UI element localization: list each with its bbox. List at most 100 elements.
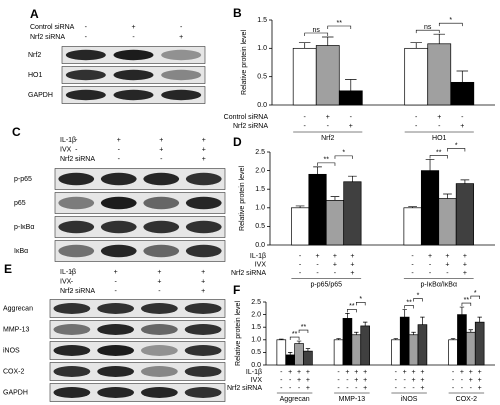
panel-letter: A: [30, 7, 39, 21]
condition-sign: +: [201, 278, 205, 285]
blot-band: [53, 303, 91, 314]
significance-label: **: [436, 149, 442, 156]
band-label: IκBα: [14, 248, 28, 255]
panel-letter: E: [4, 262, 12, 276]
condition-sign: +: [350, 261, 354, 268]
y-tick-label: 0.0: [255, 242, 265, 249]
condition-sign: -: [180, 24, 183, 31]
condition-sign: +: [363, 369, 367, 376]
error-bar: [420, 316, 425, 325]
significance-bracket: [356, 302, 366, 306]
condition-sign: -: [412, 385, 415, 392]
blot-band: [143, 220, 180, 234]
blot-band: [58, 244, 95, 258]
error-bar: [408, 206, 417, 208]
error-bar: [425, 159, 435, 171]
blot-band: [143, 244, 180, 258]
significance-bracket: [334, 155, 353, 159]
condition-sign: +: [297, 369, 301, 376]
condition-sign: -: [452, 377, 455, 384]
blot-band: [53, 366, 91, 377]
bar: [338, 90, 363, 106]
bar: [408, 334, 419, 366]
error-bar: [330, 196, 340, 201]
significance-label: *: [417, 292, 420, 299]
y-tick-label: 0.5: [251, 349, 261, 356]
significance-bracket: [304, 32, 329, 36]
condition-sign: -: [299, 261, 302, 268]
blot-band: [58, 172, 95, 186]
blot-band: [100, 220, 137, 234]
condition-sign: +: [463, 261, 467, 268]
significance-bracket: [429, 155, 448, 159]
condition-sign: -: [415, 114, 418, 121]
condition-sign: -: [299, 270, 302, 277]
condition-sign: +: [478, 377, 482, 384]
y-tick-label: 0.0: [251, 362, 261, 369]
significance-label: *: [342, 150, 345, 157]
error-bar: [450, 338, 456, 340]
significance-bracket: [461, 302, 472, 307]
blot-band: [141, 366, 178, 377]
significance-bracket: [404, 305, 414, 309]
significance-label: ns: [424, 24, 432, 31]
bar: [404, 47, 429, 106]
condition-sign: +: [428, 253, 432, 260]
panel-letter: D: [233, 135, 242, 149]
error-bar: [296, 340, 302, 344]
significance-label: **: [324, 157, 330, 164]
significance-label: *: [474, 290, 477, 297]
condition-sign: -: [452, 385, 455, 392]
blot-band: [113, 49, 154, 61]
error-bar: [313, 166, 322, 175]
condition-sign: -: [327, 123, 330, 130]
condition-sign: -: [316, 261, 319, 268]
condition-sign: -: [429, 270, 432, 277]
blot-band: [184, 345, 222, 356]
condition-sign: -: [395, 385, 398, 392]
blot-strip: [49, 383, 226, 402]
blot-strip: [54, 216, 226, 238]
band-label: HO1: [28, 72, 43, 79]
bar: [417, 324, 428, 366]
condition-label: Nrf2 siRNA: [60, 288, 95, 295]
condition-label: IVX: [60, 278, 72, 285]
blot-band: [100, 244, 137, 258]
significance-label: **: [301, 324, 307, 331]
bar: [325, 200, 345, 246]
significance-label: **: [337, 20, 343, 27]
condition-sign: -: [446, 270, 449, 277]
y-tick-label: 0.5: [257, 74, 267, 81]
blot-strip: [49, 362, 226, 381]
error-bar: [305, 348, 311, 352]
condition-sign: +: [478, 369, 482, 376]
blot-strip: [54, 168, 226, 190]
condition-sign: -: [346, 377, 349, 384]
condition-label: IVX: [255, 261, 267, 268]
condition-sign: +: [202, 146, 206, 153]
error-bar: [295, 205, 305, 208]
blot-strip: [49, 299, 226, 318]
condition-sign: +: [460, 123, 464, 130]
band-label: Aggrecan: [3, 305, 33, 312]
condition-sign: +: [354, 377, 358, 384]
condition-sign: +: [333, 253, 337, 260]
bar: [399, 316, 410, 366]
blot-band: [161, 89, 202, 101]
condition-sign: +: [179, 34, 183, 41]
condition-sign: +: [445, 261, 449, 268]
condition-sign: -: [411, 261, 414, 268]
condition-sign: -: [461, 377, 464, 384]
blot-band: [100, 172, 137, 186]
blot-strip: [49, 320, 226, 339]
condition-sign: -: [75, 156, 78, 163]
condition-sign: -: [404, 377, 407, 384]
error-bar: [460, 179, 470, 184]
bar: [455, 183, 474, 246]
error-bar: [321, 36, 334, 46]
error-bar: [443, 193, 452, 199]
bar: [291, 207, 310, 246]
y-axis-label: Relative protein level: [241, 30, 248, 95]
band-label: MMP-13: [3, 326, 30, 333]
y-tick-label: 2.0: [255, 167, 265, 174]
